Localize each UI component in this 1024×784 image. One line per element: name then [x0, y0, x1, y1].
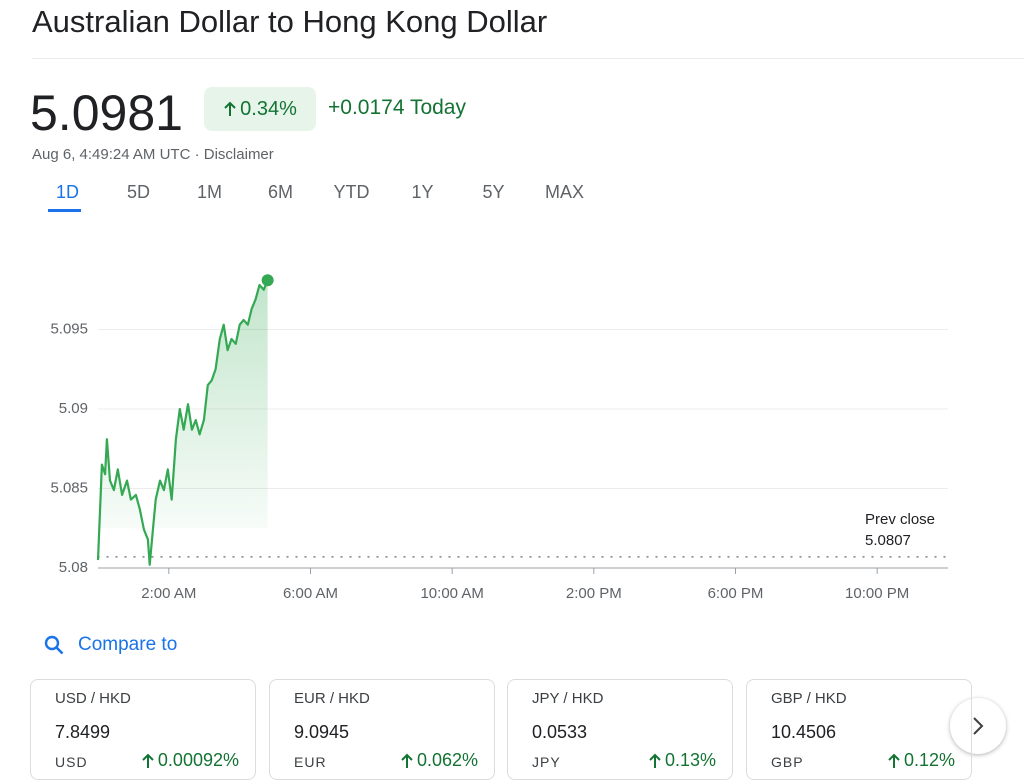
area: [98, 280, 268, 565]
range-tab[interactable]: 1M: [196, 182, 222, 202]
range-tabs: 1D 5D 1M 6M YTD 1Y 5Y MAX: [32, 182, 600, 212]
compare-card[interactable]: EUR / HKD 9.0945 EUR 0.062%: [269, 679, 495, 780]
y-tick-label: 5.09: [59, 400, 88, 417]
up-arrow: [649, 753, 661, 768]
divider: [32, 58, 1024, 59]
x-tick-label: 6:00 AM: [283, 585, 338, 602]
up-arrow: [401, 753, 413, 768]
change-value: 0.00092%: [157, 750, 239, 770]
prev-close-label: Prev close: [865, 511, 935, 528]
currency: USD: [55, 754, 88, 770]
x-tick-label: 2:00 AM: [141, 585, 196, 602]
range-tab[interactable]: MAX: [544, 182, 584, 202]
y-tick-label: 5.085: [50, 479, 88, 496]
arrow-path: [142, 753, 154, 768]
compare-card[interactable]: JPY / HKD 0.0533 JPY 0.13%: [507, 679, 733, 780]
up-arrow: [888, 753, 900, 768]
change-percent: 0.34%: [240, 97, 297, 120]
currency: GBP: [771, 754, 804, 770]
x-tick-label: 2:00 PM: [566, 585, 622, 602]
change-today: +0.0174 Today: [328, 96, 466, 119]
compare-card[interactable]: USD / HKD 7.8499 USD 0.00092%: [30, 679, 256, 780]
change-value: 0.062%: [416, 750, 478, 770]
y-tick-label: 5.08: [59, 559, 88, 576]
change-value: 0.13%: [664, 750, 716, 770]
card-price: 7.8499: [55, 722, 111, 742]
y-tick-label: 5.095: [50, 320, 88, 337]
up-arrow: [142, 753, 154, 768]
timestamp-row: Aug 6, 4:49:24 AM UTC · Disclaimer: [32, 146, 274, 163]
prev-close-value: 5.0807: [865, 532, 911, 549]
range-tab[interactable]: 5Y: [482, 182, 505, 202]
range-tab[interactable]: YTD: [333, 182, 370, 202]
card-price: 9.0945: [294, 722, 350, 742]
price: 5.0981: [30, 85, 183, 141]
page-title: Australian Dollar to Hong Kong Dollar: [32, 4, 548, 39]
currency: JPY: [532, 754, 561, 770]
last-point: [261, 274, 274, 287]
card-change: 0.13%: [648, 750, 716, 771]
pair: EUR / HKD: [294, 690, 370, 707]
arrow-path: [401, 753, 413, 768]
pair: JPY / HKD: [532, 690, 604, 707]
compare-button[interactable]: Compare to: [44, 634, 177, 656]
card-price: 10.4506: [771, 722, 837, 742]
range-tab[interactable]: 1D: [32, 182, 103, 212]
x-tick-label: 10:00 PM: [845, 585, 909, 602]
compare-label: Compare to: [78, 634, 178, 655]
disclaimer[interactable]: Disclaimer: [203, 146, 274, 163]
card-change: 0.00092%: [141, 750, 239, 771]
search-icon: [44, 635, 64, 655]
card-change: 0.12%: [887, 750, 955, 771]
compare-card[interactable]: GBP / HKD 10.4506 GBP 0.12%: [746, 679, 972, 780]
pair: USD / HKD: [55, 690, 131, 707]
up-arrow: [224, 101, 236, 116]
range-tab[interactable]: 5D: [126, 182, 150, 202]
x-tick-label: 6:00 PM: [708, 585, 764, 602]
chart: 5.08 5.085 5.09 5.095 2:00 AM 6:00 AM 10:00 AM…: [50, 274, 949, 602]
price-line: [96, 279, 269, 566]
change-value: 0.12%: [903, 750, 955, 770]
x-tick-label: 10:00 AM: [420, 585, 483, 602]
currency: EUR: [294, 754, 327, 770]
range-tab[interactable]: 6M: [267, 182, 293, 202]
separator: ·: [194, 146, 200, 163]
card-change: 0.062%: [400, 750, 478, 771]
card-price: 0.0533: [532, 722, 588, 742]
timestamp: Aug 6, 4:49:24 AM UTC: [32, 146, 191, 163]
change-badge: 0.34%: [204, 87, 316, 131]
range-tab[interactable]: 1Y: [411, 182, 434, 202]
arrow-path: [888, 753, 900, 768]
chevron: [973, 717, 984, 735]
arrow-path: [649, 753, 661, 768]
next-button[interactable]: [950, 698, 1006, 754]
pair: GBP / HKD: [771, 690, 847, 707]
